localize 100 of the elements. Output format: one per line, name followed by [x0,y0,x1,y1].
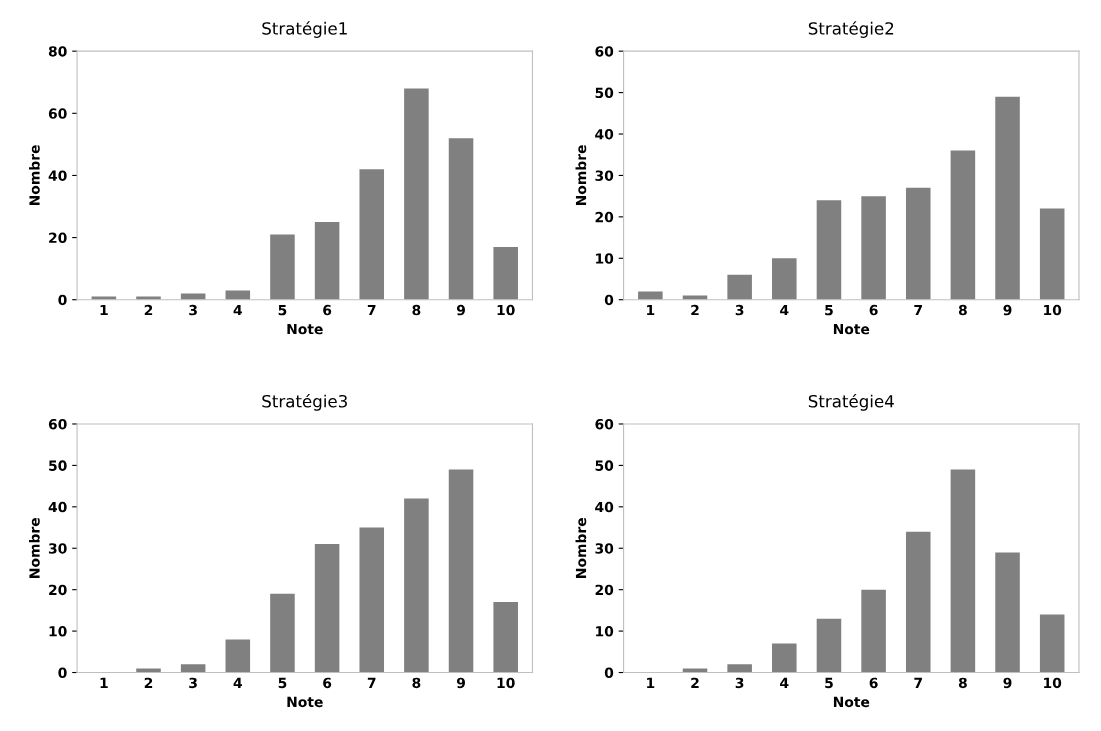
bar [950,150,976,300]
y-tick-label: 50 [595,87,614,99]
y-tick-label: 60 [595,418,614,430]
x-tick-label: 7 [914,677,922,688]
x-tick-label: 6 [323,677,332,689]
x-tick-label: 10 [1044,304,1062,316]
y-tick-label: 50 [595,460,614,471]
y-tick-label: 30 [48,543,67,554]
y-tick-label: 10 [596,253,614,264]
x-tick-label: 3 [735,304,744,316]
bar [359,169,385,300]
chart-title: Stratégie4 [808,393,894,411]
x-tick-label: 9 [1003,677,1012,689]
y-tick-label: 0 [58,294,67,306]
x-tick-label: 3 [189,304,197,316]
x-tick-label: 2 [144,304,153,316]
x-tick-label: 4 [780,677,789,688]
x-tick-label: 10 [497,677,515,689]
y-axis-title: Nombre [29,518,40,578]
x-tick-label: 1 [100,305,108,316]
bar [136,668,161,673]
x-tick-label: 6 [869,304,878,316]
bar [225,290,251,300]
x-axis-title: Note [833,324,870,335]
x-tick-label: 8 [412,677,421,689]
y-tick-label: 60 [48,108,67,119]
x-axis-title: Note [287,324,323,335]
y-tick-label: 40 [48,170,67,181]
x-tick-label: 5 [278,677,287,689]
bar [180,664,206,673]
x-tick-label: 9 [456,304,465,316]
y-axis-title: Nombre [575,518,587,578]
bar [861,589,886,673]
x-tick-label: 4 [233,305,242,316]
x-tick-label: 1 [647,677,655,688]
y-tick-label: 10 [49,626,67,637]
y-tick-label: 30 [595,543,614,554]
y-tick-label: 50 [49,460,67,471]
bar [493,246,518,300]
x-tick-label: 10 [1044,677,1062,689]
chart-title: Stratégie2 [808,21,894,38]
bar [448,469,474,673]
x-tick-label: 10 [497,304,515,316]
chart-title: Stratégie1 [262,21,347,38]
x-tick-label: 5 [825,305,833,316]
x-tick-label: 8 [412,304,421,316]
x-tick-label: 9 [456,677,465,689]
x-axis-title: Note [287,696,323,708]
x-tick-label: 8 [958,677,967,689]
bar [727,274,752,300]
bar [493,602,518,673]
y-axis-title: Nombre [29,145,40,206]
bar [1039,208,1065,300]
bar [1039,614,1065,673]
y-tick-label: 20 [595,584,614,596]
x-tick-label: 2 [691,304,699,316]
bar [995,96,1020,300]
bar [448,138,474,300]
bar [950,469,976,673]
x-tick-label: 2 [691,677,699,688]
x-tick-label: 7 [367,305,376,316]
x-tick-label: 1 [100,677,108,688]
bar [225,639,251,673]
bar [359,527,385,673]
x-tick-label: 5 [825,677,833,689]
bar [682,668,708,673]
y-axis-title: Nombre [575,145,587,206]
y-tick-label: 0 [604,294,614,306]
y-tick-label: 40 [48,501,67,513]
y-tick-label: 60 [595,46,614,57]
x-tick-label: 5 [278,305,287,316]
bar [727,664,752,673]
bar [270,593,295,673]
x-tick-label: 9 [1003,304,1012,316]
y-tick-label: 0 [58,667,67,678]
bar [816,200,842,300]
y-tick-label: 40 [595,128,614,140]
bar [905,531,931,673]
x-tick-label: 1 [647,305,655,316]
bar [995,552,1020,673]
x-tick-label: 4 [233,677,242,688]
bar [404,88,429,300]
y-tick-label: 60 [48,418,67,430]
bar [905,187,931,300]
bar [772,258,797,300]
bar [314,222,340,300]
y-tick-label: 30 [595,170,614,181]
x-tick-label: 7 [914,305,922,316]
x-tick-label: 7 [367,677,376,688]
x-tick-label: 4 [780,305,789,316]
y-tick-label: 0 [604,667,614,678]
x-axis-title: Note [833,696,870,708]
chart-title: Stratégie3 [262,393,347,411]
bar [314,544,340,673]
x-tick-label: 6 [323,304,332,316]
x-tick-label: 2 [144,677,153,688]
bar [772,643,797,673]
bar [404,498,429,673]
y-tick-label: 20 [49,232,67,244]
bar [180,293,206,300]
